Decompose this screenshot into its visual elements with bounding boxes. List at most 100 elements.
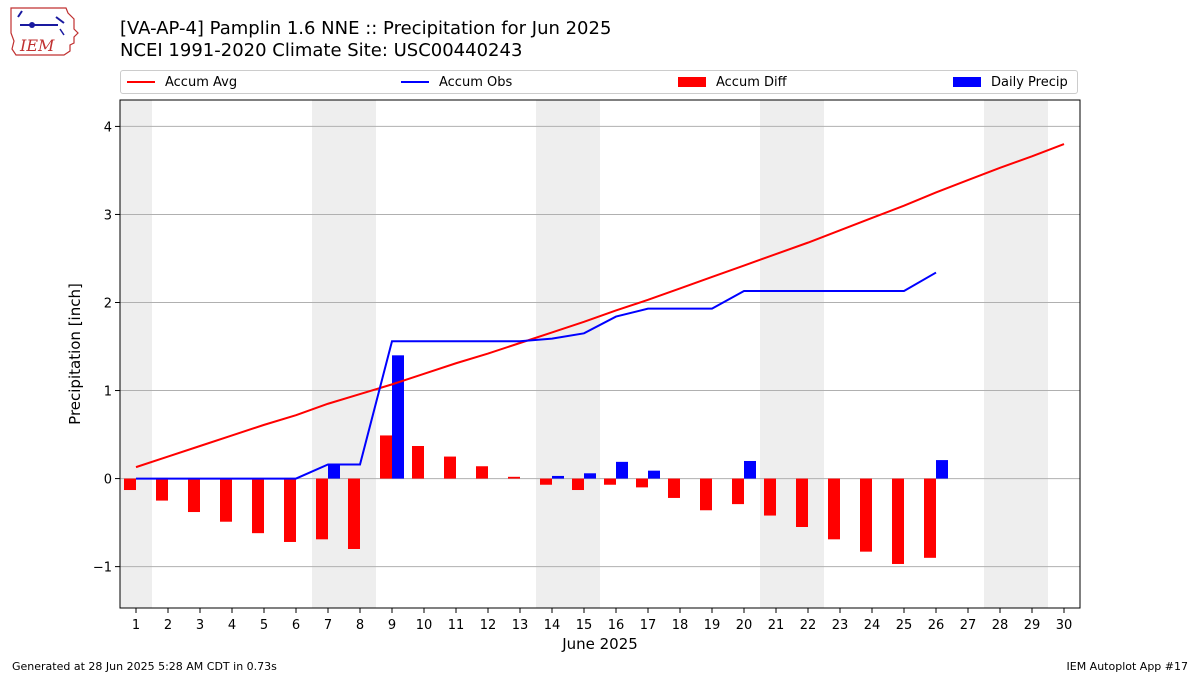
legend-swatch-accum-obs [401,81,429,83]
accum-diff-bar [476,466,488,479]
x-tick-label: 27 [960,618,977,633]
y-tick-label: 0 [104,473,112,488]
x-tick-label: 4 [228,618,236,633]
y-tick-label: 3 [104,208,112,223]
accum-avg-line [135,143,1065,469]
accum-diff-bar [668,478,680,498]
legend-label-accum-diff: Accum Diff [716,74,787,90]
x-axis-label: June 2025 [561,635,638,653]
weekend-shade [1016,100,1048,608]
daily-precip-bar [648,470,660,479]
weekend-shade [568,100,600,608]
app-credit: IEM Autoplot App #17 [1066,660,1189,673]
x-tick-label: 23 [832,618,849,633]
x-tick-label: 22 [800,618,817,633]
legend-swatch-accum-avg [127,81,155,83]
x-tick-label: 30 [1056,618,1073,633]
accum-diff-bar [860,478,872,552]
weekend-shade [120,100,152,608]
y-tick-label: 4 [104,120,112,135]
legend: Accum Avg Accum Obs Accum Diff Daily Pre… [120,70,1078,94]
x-tick-label: 11 [448,618,465,633]
x-tick-label: 25 [896,618,913,633]
x-tick-label: 17 [640,618,657,633]
x-tick-label: 14 [544,618,561,633]
x-tick-label: 6 [292,618,300,633]
legend-label-accum-avg: Accum Avg [165,74,238,90]
legend-item-daily-precip: Daily Precip [953,71,1068,93]
legend-item-accum-avg: Accum Avg [127,71,237,93]
accum-diff-bar [700,478,712,511]
accum-diff-bar [348,478,360,550]
accum-diff-bar [892,478,904,564]
accum-diff-bar [156,478,168,501]
accum-diff-bar [124,478,136,491]
legend-swatch-accum-diff [678,77,706,87]
x-tick-label: 9 [388,618,396,633]
x-tick-label: 24 [864,618,881,633]
daily-precip-bar [936,460,948,479]
daily-precip-bar [392,355,404,479]
weekend-shade [984,100,1016,608]
weekend-shade [536,100,568,608]
chart-subtitle: NCEI 1991-2020 Climate Site: USC00440243 [120,40,523,61]
accum-diff-bar [732,478,744,505]
legend-item-accum-diff: Accum Diff [678,71,787,93]
x-tick-label: 13 [512,618,529,633]
x-tick-label: 20 [736,618,753,633]
chart-title: [VA-AP-4] Pamplin 1.6 NNE :: Precipitati… [120,18,612,39]
x-tick-label: 5 [260,618,268,633]
daily-precip-bar [328,464,340,479]
y-tick-label: 1 [104,385,112,400]
legend-label-accum-obs: Accum Obs [439,74,513,90]
weekend-shade [760,100,792,608]
x-tick-label: 18 [672,618,689,633]
accum-diff-bar [604,478,616,485]
daily-precip-bar [584,473,596,479]
accum-diff-bar [316,478,328,540]
iem-logo: IEM [10,7,79,56]
x-tick-label: 1 [132,618,140,633]
accum-diff-bar [764,478,776,516]
x-tick-label: 12 [480,618,497,633]
x-tick-label: 16 [608,618,625,633]
daily-precip-bar [616,461,628,479]
accum-diff-bar [572,478,584,491]
x-tick-label: 21 [768,618,785,633]
legend-swatch-daily-precip [953,77,981,87]
x-tick-label: 29 [1024,618,1041,633]
daily-precip-bar [552,475,564,479]
plot-frame [119,99,1081,609]
x-tick-label: 19 [704,618,721,633]
accum-diff-bar [924,478,936,558]
weekend-shade [792,100,824,608]
accum-diff-bar [220,478,232,522]
accum-obs-line [136,271,937,480]
x-tick-label: 26 [928,618,945,633]
x-tick-label: 28 [992,618,1009,633]
accum-diff-bar [412,446,424,479]
y-tick-label: −1 [93,561,112,576]
accum-diff-bar [252,478,264,534]
x-tick-label: 3 [196,618,204,633]
accum-diff-bar [540,478,552,485]
accum-diff-bar [828,478,840,540]
generated-timestamp: Generated at 28 Jun 2025 5:28 AM CDT in … [12,660,277,673]
y-axis-label: Precipitation [inch] [66,283,84,425]
accum-diff-bar [508,476,520,479]
accum-diff-bar [796,478,808,528]
accum-diff-bar [444,456,456,479]
legend-item-accum-obs: Accum Obs [401,71,512,93]
x-tick-label: 15 [576,618,593,633]
y-tick-label: 2 [104,296,112,311]
x-tick-label: 10 [416,618,433,633]
x-tick-label: 2 [164,618,172,633]
daily-precip-bar [744,460,756,479]
accum-diff-bar [284,478,296,542]
x-tick-label: 7 [324,618,332,633]
accum-diff-bar [380,435,392,479]
accum-diff-bar [188,478,200,513]
x-tick-label: 8 [356,618,364,633]
logo-text: IEM [19,36,55,55]
